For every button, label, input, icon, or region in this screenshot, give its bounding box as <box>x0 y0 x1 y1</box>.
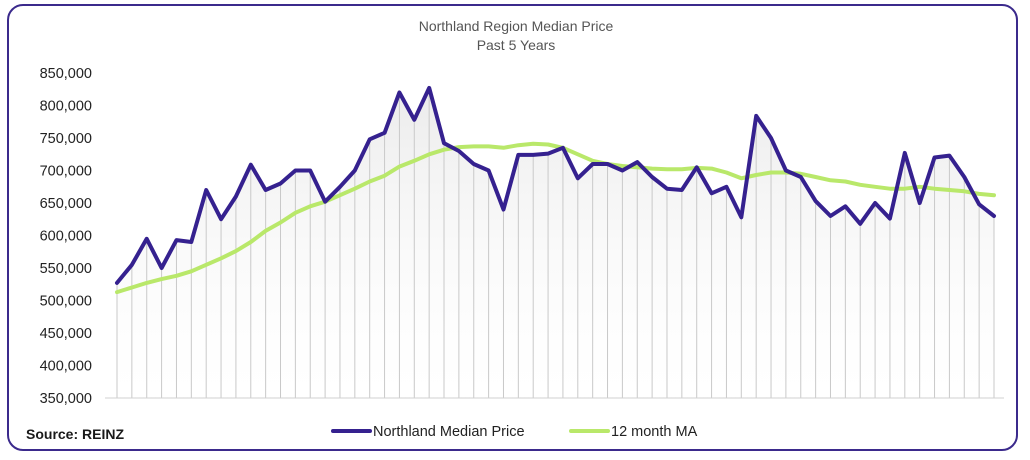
y-tick-label: 650,000 <box>40 196 92 212</box>
legend-item-12-month-ma: 12 month MA <box>569 424 698 440</box>
y-tick-label: 400,000 <box>40 359 92 375</box>
y-axis: 850,000 800,000 750,000 700,000 650,000 600,0… <box>40 66 92 407</box>
plot-area <box>105 85 1004 399</box>
chart-title: Northland Region Median Price <box>419 18 614 34</box>
y-tick-label: 450,000 <box>40 326 92 342</box>
y-tick-label: 750,000 <box>40 131 92 147</box>
chart-subtitle: Past 5 Years <box>477 37 556 53</box>
y-tick-label: 550,000 <box>40 261 92 277</box>
legend: Northland Median Price 12 month MA <box>331 424 698 440</box>
y-tick-label: 600,000 <box>40 229 92 245</box>
series-line-northland-median-price <box>115 85 996 285</box>
legend-item-northland-median-price: Northland Median Price <box>331 424 525 440</box>
legend-label: 12 month MA <box>611 424 698 440</box>
y-tick-label: 850,000 <box>40 66 92 82</box>
legend-label: Northland Median Price <box>373 424 525 440</box>
series-line-12-month-ma <box>115 141 996 295</box>
source-note: Source: REINZ <box>26 426 125 442</box>
y-tick-label: 700,000 <box>40 164 92 180</box>
y-tick-label: 800,000 <box>40 99 92 115</box>
y-tick-label: 500,000 <box>40 294 92 310</box>
area-fill <box>117 87 994 399</box>
y-tick-label: 350,000 <box>40 391 92 407</box>
